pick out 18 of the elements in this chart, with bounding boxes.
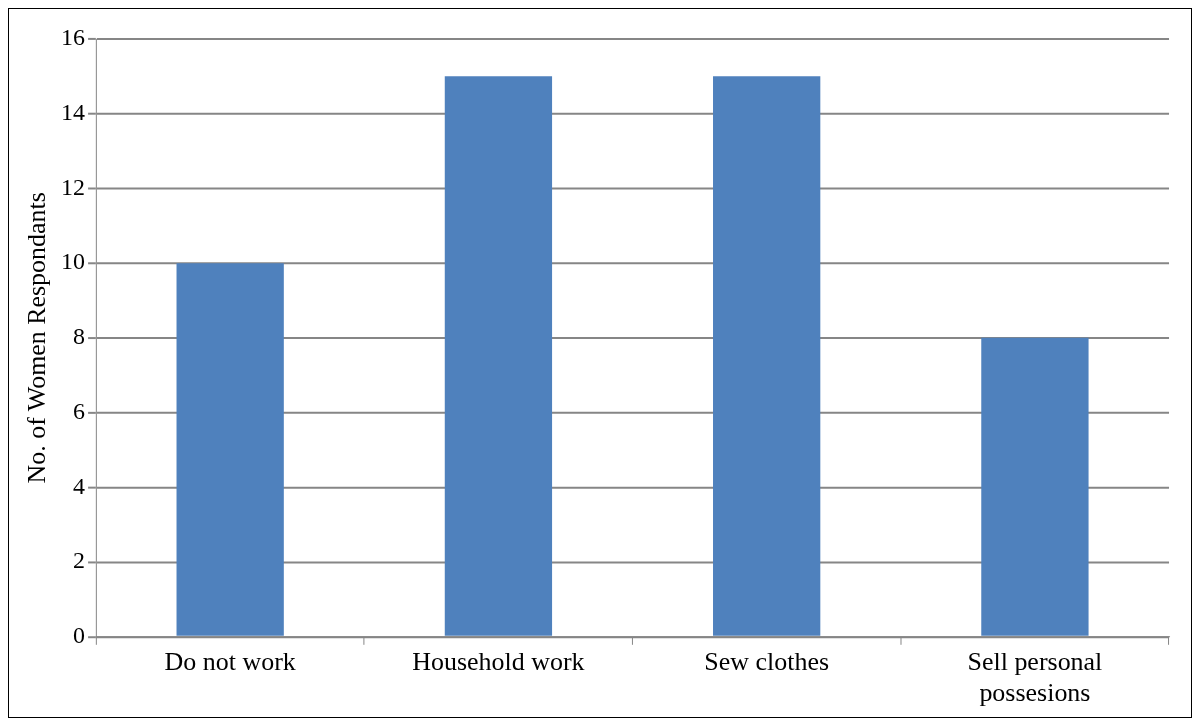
y-tick-label: 10 (61, 248, 86, 275)
x-tick-label: Sell personal possesions (967, 647, 1103, 708)
bar (981, 337, 1089, 636)
y-tick-label: 16 (61, 24, 86, 51)
y-axis-title: No. of Women Respondants (22, 192, 52, 484)
x-tick-label: Household work (412, 647, 585, 677)
bar (176, 263, 284, 636)
y-tick-label: 0 (73, 622, 86, 649)
y-tick-label: 6 (73, 397, 86, 424)
y-tick-label: 4 (73, 472, 86, 499)
y-tick-label: 14 (61, 98, 86, 125)
x-tick-label: Sew clothes (704, 647, 830, 677)
x-tick-label: Do not work (164, 647, 296, 677)
bar (444, 76, 553, 636)
y-tick-label: 2 (73, 547, 86, 574)
y-tick-label: 8 (73, 323, 86, 350)
y-tick-label: 12 (61, 173, 86, 200)
bar (713, 76, 821, 636)
